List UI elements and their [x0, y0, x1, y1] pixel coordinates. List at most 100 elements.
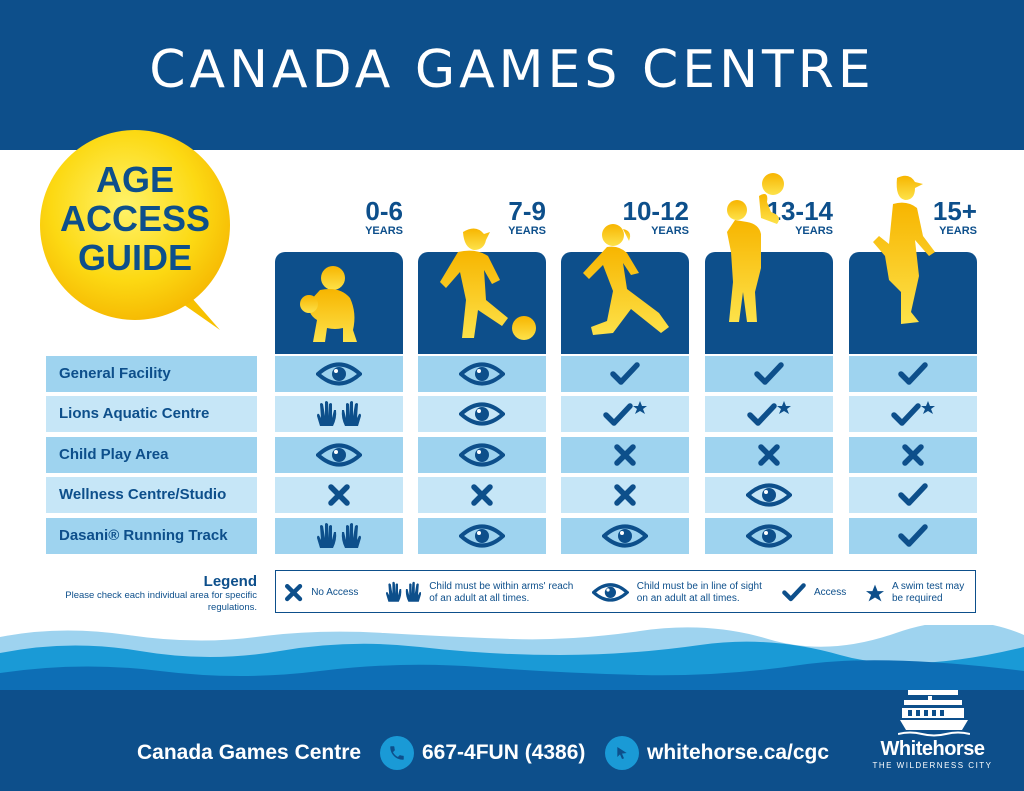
row-label: Lions Aquatic Centre — [46, 396, 257, 432]
age-label: 10-12 — [622, 196, 690, 226]
row-label: Dasani® Running Track — [46, 518, 257, 554]
eye-icon — [459, 401, 505, 427]
access-cell — [561, 518, 689, 554]
row-label: Wellness Centre/Studio — [46, 477, 257, 513]
x-mark-icon — [613, 443, 637, 467]
x-mark-icon — [901, 443, 925, 467]
riverboat-logo-icon — [898, 690, 970, 737]
access-cell — [418, 356, 546, 392]
hands-icon — [386, 581, 422, 603]
footer-phone-link[interactable]: 667-4FUN (4386) — [422, 741, 586, 764]
eye-icon — [746, 523, 792, 549]
speech-bubble-icon — [40, 130, 230, 330]
guide-title: AGE ACCESS GUIDE — [30, 160, 240, 277]
toddler-silhouette-icon — [300, 266, 357, 342]
age-unit-label: YEARS — [365, 225, 403, 237]
access-cell — [275, 437, 403, 473]
age-card-7-9 — [418, 228, 546, 354]
x-mark-icon — [757, 443, 781, 467]
access-cell — [561, 437, 689, 473]
legend-line-of-sight: Child must be in line of sight on an adu… — [592, 571, 772, 614]
check-mark-icon — [754, 362, 784, 386]
eye-icon — [592, 582, 629, 603]
age-card-10-12 — [561, 224, 689, 354]
whitehorse-logo-tagline: THE WILDERNESS CITY — [872, 761, 993, 770]
check-mark-icon — [898, 524, 928, 548]
legend-line-of-sight-label: Child must be in line of sight on an adu… — [636, 580, 762, 604]
check-mark-icon — [898, 362, 928, 386]
age-unit-label: YEARS — [651, 225, 689, 237]
wave-decoration — [0, 625, 1024, 695]
hands-icon — [317, 400, 361, 428]
access-cell — [849, 356, 977, 392]
running-girl-silhouette-icon — [583, 224, 669, 335]
age-unit-label: YEARS — [795, 225, 833, 237]
access-cell — [849, 437, 977, 473]
age-unit-label: YEARS — [508, 225, 546, 237]
age-card-0-6 — [275, 252, 403, 354]
access-cell — [418, 477, 546, 513]
access-cell — [275, 396, 403, 432]
soccer-child-silhouette-icon — [440, 228, 536, 340]
guide-title-line1: AGE — [95, 159, 174, 200]
legend-title: Legend — [203, 573, 257, 590]
age-label: 15+ — [932, 196, 977, 226]
eye-icon — [746, 482, 792, 508]
eye-icon — [459, 361, 505, 387]
guide-title-line2: ACCESS — [59, 198, 211, 239]
cursor-icon — [605, 736, 639, 770]
star-icon — [866, 584, 884, 602]
age-label: 0-6 — [365, 196, 403, 226]
adult-runner-silhouette-icon — [873, 175, 935, 324]
access-cell — [705, 356, 833, 392]
legend-note: Please check each individual area for sp… — [65, 590, 257, 613]
access-cell — [561, 396, 689, 432]
access-cell — [275, 518, 403, 554]
eye-icon — [316, 361, 362, 387]
phone-icon — [380, 736, 414, 770]
legend-no-access-label: No Access — [311, 586, 359, 598]
legend-no-access: No Access — [284, 571, 374, 614]
access-cell — [418, 518, 546, 554]
whitehorse-logo-name: Whitehorse — [880, 738, 985, 760]
age-label: 7-9 — [508, 196, 546, 226]
access-cell — [561, 356, 689, 392]
access-cell — [849, 518, 977, 554]
access-cell — [705, 477, 833, 513]
footer-website-link[interactable]: whitehorse.ca/cgc — [647, 741, 830, 764]
eye-icon — [602, 523, 648, 549]
legend-access-label: Access — [814, 586, 847, 598]
check-mark-icon — [782, 583, 806, 602]
check-mark-star-icon — [747, 401, 791, 427]
age-unit-label: YEARS — [939, 225, 977, 237]
legend-arms-reach-label: Child must be within arms' reach of an a… — [429, 580, 574, 604]
x-mark-icon — [284, 583, 303, 602]
legend-access: Access — [782, 571, 862, 614]
access-cell — [275, 477, 403, 513]
row-label: General Facility — [46, 356, 257, 392]
access-cell — [849, 477, 977, 513]
access-cell — [705, 396, 833, 432]
access-cell — [561, 477, 689, 513]
legend-arms-reach: Child must be within arms' reach of an a… — [386, 571, 576, 614]
age-access-guide-bubble: AGE ACCESS GUIDE — [30, 130, 240, 330]
x-mark-icon — [613, 483, 637, 507]
header-banner: CANADA GAMES CENTRE — [0, 0, 1024, 150]
access-cell — [705, 437, 833, 473]
age-card-15-plus — [849, 175, 977, 354]
check-mark-star-icon — [891, 401, 935, 427]
eye-icon — [459, 523, 505, 549]
legend-box: No Access Child must be within arms' rea… — [275, 570, 976, 613]
x-mark-icon — [470, 483, 494, 507]
access-cell — [275, 356, 403, 392]
basketball-player-silhouette-icon — [727, 173, 784, 322]
eye-icon — [459, 442, 505, 468]
check-mark-icon — [898, 483, 928, 507]
access-cell — [418, 396, 546, 432]
age-card-13-14 — [705, 173, 833, 354]
access-cell — [849, 396, 977, 432]
legend-swim-test: A swim test may be required — [866, 571, 974, 614]
x-mark-icon — [327, 483, 351, 507]
hands-icon — [317, 522, 361, 550]
row-label: Child Play Area — [46, 437, 257, 473]
